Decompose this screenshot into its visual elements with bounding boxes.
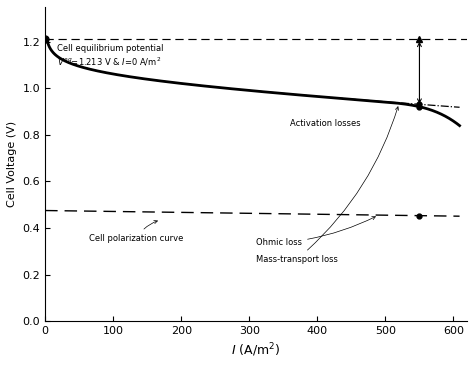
X-axis label: $I$ (A/m$^{2}$): $I$ (A/m$^{2}$): [231, 341, 281, 359]
Text: Cell equilibrium potential
$V^{eq}$=1.213 V & $I$=0 A/m$^{2}$: Cell equilibrium potential $V^{eq}$=1.21…: [57, 44, 164, 68]
Text: Ohmic loss: Ohmic loss: [256, 217, 375, 247]
Text: Activation losses: Activation losses: [290, 119, 361, 128]
Y-axis label: Cell Voltage (V): Cell Voltage (V): [7, 121, 17, 207]
Text: Cell polarization curve: Cell polarization curve: [89, 220, 184, 243]
Text: Mass-transport loss: Mass-transport loss: [256, 107, 399, 264]
